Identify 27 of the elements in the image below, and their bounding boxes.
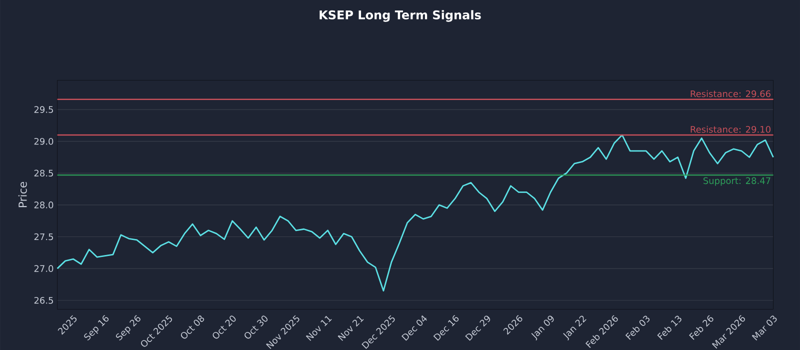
ref-line-label: Resistance: 29.66 (690, 90, 770, 98)
x-tick-label: Sep 26 (116, 315, 140, 340)
x-tick-label: Feb 26 (689, 315, 714, 340)
chart-title: KSEP Long Term Signals (320, 10, 481, 22)
x-tick-label: Dec 29 (465, 316, 490, 341)
ref-line-label: Support: 28.47 (703, 177, 770, 186)
x-tick-label: Feb 03 (625, 316, 650, 340)
y-axis-title: Price (18, 182, 27, 208)
x-tick-label: Mar 03 (752, 316, 777, 340)
x-tick-label: Nov 21 (338, 316, 364, 341)
y-tick-label: 27.5 (34, 233, 53, 240)
x-tick-label: Oct 30 (244, 316, 268, 339)
x-tick-label: Jan 09 (531, 316, 554, 341)
x-tick-label: Oct 08 (180, 316, 204, 339)
x-tick-label: Sep 16 (84, 315, 109, 340)
y-tick-label: 26.5 (34, 296, 53, 304)
y-tick-label: 28.0 (34, 202, 54, 208)
x-tick-label: Feb 13 (657, 316, 682, 340)
x-tick-label: Oct 20 (212, 316, 236, 339)
x-tick-label: Dec 04 (402, 315, 427, 341)
y-tick-label: 27.0 (34, 265, 54, 272)
y-tick-label: 29.5 (34, 106, 53, 113)
x-tick-label: Jan 22 (563, 316, 586, 341)
x-tick-label: Dec 16 (433, 315, 459, 341)
y-tick-label: 29.0 (34, 138, 54, 145)
ref-line-label: Resistance: 29.10 (690, 126, 770, 133)
y-tick-label: 28.5 (34, 170, 53, 177)
